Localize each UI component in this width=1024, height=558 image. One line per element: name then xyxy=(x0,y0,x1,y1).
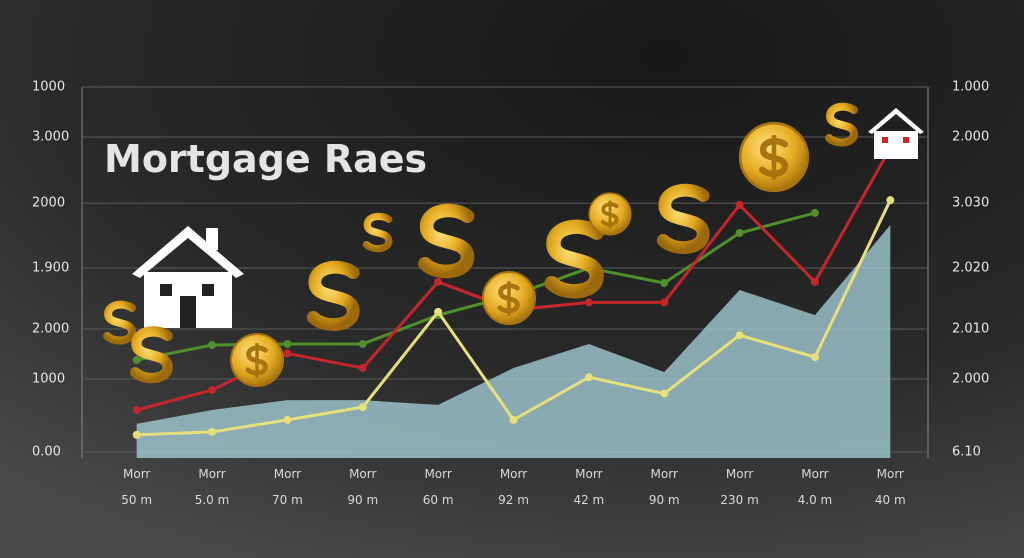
x-tick-label: Morr xyxy=(198,467,225,481)
x-tick-label: Morr xyxy=(726,467,753,481)
y-tick-label: 2000 xyxy=(32,196,65,211)
coin-icon xyxy=(740,123,808,191)
point xyxy=(132,430,141,439)
x-tick-label: Morr xyxy=(500,467,527,481)
x-tick-sublabel: 60 m xyxy=(423,493,454,507)
point xyxy=(509,415,518,424)
y2-tick-label: 2.000 xyxy=(952,130,989,145)
x-tick-sublabel: 90 m xyxy=(347,493,378,507)
dollar-icon xyxy=(425,199,468,282)
point xyxy=(208,341,217,350)
dollar-icon xyxy=(366,210,389,254)
point xyxy=(358,364,367,373)
house-icon xyxy=(132,226,244,328)
point xyxy=(810,353,819,362)
point xyxy=(358,403,367,412)
coin-icon xyxy=(483,272,535,324)
point xyxy=(735,200,744,209)
point xyxy=(735,331,744,340)
decorations xyxy=(107,100,924,387)
point xyxy=(132,356,141,365)
x-tick-sublabel: 4.0 m xyxy=(798,493,833,507)
y2-tick-label: 2.020 xyxy=(952,261,989,276)
x-tick-label: Morr xyxy=(575,467,602,481)
dollar-icon xyxy=(107,298,132,347)
x-tick-label: Morr xyxy=(274,467,301,481)
x-tick-label: Morr xyxy=(877,467,904,481)
x-tick-sublabel: 42 m xyxy=(573,493,604,507)
y2-tick-label: 6.10 xyxy=(952,445,981,460)
x-tick-sublabel: 230 m xyxy=(720,493,758,507)
y-tick-label: 1.900 xyxy=(32,261,69,276)
plot-area: 0.00 1000 2.000 1.900 2000 3.000 1000 6.10 2.000… xyxy=(32,80,989,508)
chart-title: Mortgage Raes xyxy=(104,137,427,181)
point xyxy=(434,307,443,316)
y-tick-label: 0.00 xyxy=(32,445,61,460)
point xyxy=(434,277,443,286)
x-tick-sublabel: 50 m xyxy=(121,493,152,507)
point xyxy=(584,373,593,382)
y-tick-label: 1000 xyxy=(32,372,65,387)
x-tick-sublabel: 40 m xyxy=(875,493,906,507)
y-tick-label: 3.000 xyxy=(32,130,69,145)
dollar-icon xyxy=(313,257,353,335)
x-tick-sublabel: 92 m xyxy=(498,493,529,507)
y2-tick-label: 1.000 xyxy=(952,80,989,95)
point xyxy=(660,279,669,288)
dollar-icon xyxy=(135,323,168,387)
x-tick-sublabel: 90 m xyxy=(649,493,680,507)
x-tick-label: Morr xyxy=(651,467,678,481)
point xyxy=(735,229,744,237)
y2-tick-label: 2.000 xyxy=(952,372,989,387)
point xyxy=(584,298,593,307)
point xyxy=(810,277,819,286)
dollar-icon xyxy=(552,215,597,303)
y2-tick-label: 2.010 xyxy=(952,321,989,336)
x-tick-label: Morr xyxy=(349,467,376,481)
dollar-icon xyxy=(829,100,854,149)
point xyxy=(208,385,217,394)
y2-tick-label: 3.030 xyxy=(952,196,989,211)
point xyxy=(886,196,895,205)
point xyxy=(660,298,669,307)
dollar-icon xyxy=(663,180,703,258)
point xyxy=(358,339,367,348)
area xyxy=(136,224,891,458)
coin-icon xyxy=(589,193,631,235)
x-tick-sublabel: 5.0 m xyxy=(195,493,230,507)
point xyxy=(132,406,141,415)
house-icon xyxy=(868,108,924,159)
coin-icon xyxy=(231,334,283,386)
y-tick-label: 1000 xyxy=(32,80,65,95)
point xyxy=(283,415,292,424)
point xyxy=(660,389,669,398)
x-tick-label: Morr xyxy=(123,467,150,481)
point xyxy=(283,339,292,348)
point xyxy=(283,349,292,358)
x-tick-label: Morr xyxy=(424,467,451,481)
y-tick-label: 2.000 xyxy=(32,321,69,336)
point xyxy=(810,208,819,217)
x-tick-label: Morr xyxy=(801,467,828,481)
point xyxy=(208,427,217,436)
x-tick-sublabel: 70 m xyxy=(272,493,303,507)
